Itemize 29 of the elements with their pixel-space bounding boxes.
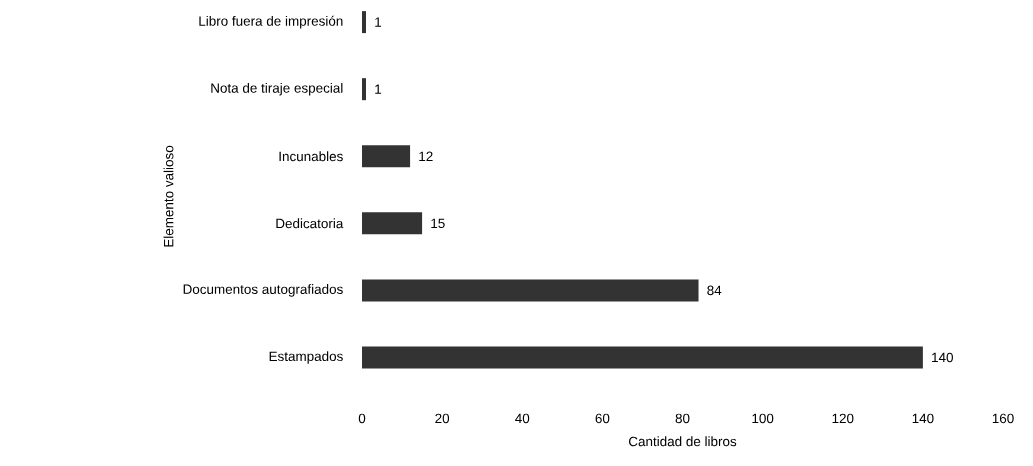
y-tick-label: Libro fuera de impresión: [199, 15, 343, 29]
bar: [362, 78, 367, 101]
x-tick-label: 40: [515, 413, 530, 424]
data-label: 140: [932, 352, 953, 363]
bar: [362, 346, 923, 369]
x-tick-label: 20: [435, 413, 450, 424]
bar: [362, 11, 367, 34]
x-tick-label: 140: [912, 413, 934, 424]
y-tick-label: Estampados: [269, 351, 343, 364]
data-label: 12: [419, 151, 433, 161]
y-axis-title: Elemento valioso: [163, 145, 174, 247]
x-tick-label: 100: [752, 413, 774, 424]
bar: [362, 279, 699, 302]
x-axis-title: Cantidad de libros: [628, 436, 737, 447]
data-label: 1: [375, 17, 382, 27]
y-tick-label: Nota de tiraje especial: [211, 82, 343, 96]
data-label: 15: [431, 218, 445, 228]
x-tick-label: 60: [595, 413, 610, 424]
y-tick-label: Documentos autografiados: [183, 284, 343, 297]
data-label: 1: [375, 84, 382, 94]
y-tick-label: Dedicatoria: [276, 218, 344, 229]
data-label: 84: [707, 285, 722, 296]
y-tick-label: Incunables: [279, 151, 343, 162]
x-tick-label: 120: [832, 413, 854, 424]
x-tick-label: 160: [992, 413, 1014, 424]
x-tick-label: 0: [358, 413, 366, 424]
bar: [362, 145, 411, 168]
x-tick-label: 80: [675, 413, 690, 424]
bar: [362, 212, 423, 235]
